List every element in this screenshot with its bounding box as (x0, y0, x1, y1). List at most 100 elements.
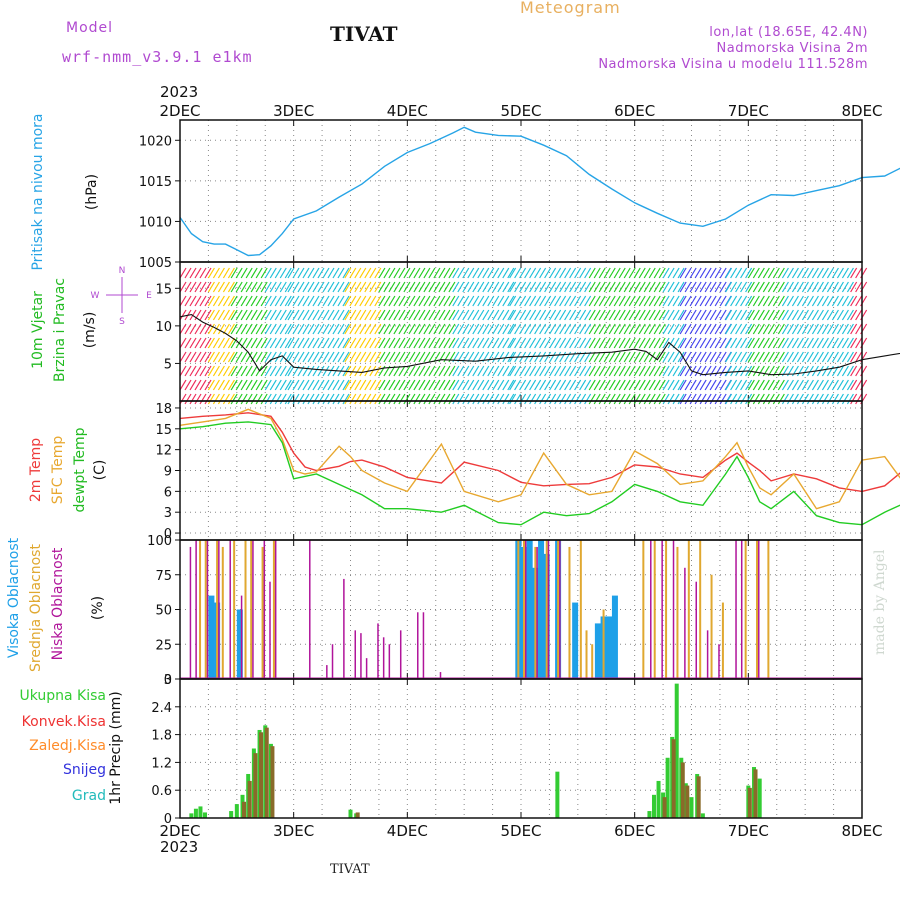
wind-barb (472, 351, 480, 363)
wind-barb (643, 393, 651, 405)
wind-barb (684, 365, 692, 377)
wind-barb (613, 351, 621, 363)
wind-barb (388, 295, 396, 307)
wind-barb (638, 337, 646, 349)
wind-barb (811, 379, 819, 391)
convective-rain-bar (355, 812, 360, 818)
wind-barb (207, 337, 215, 349)
wind-barb (786, 337, 794, 349)
wind-barb (378, 309, 386, 321)
wind-barb (297, 393, 305, 405)
wind-barb (507, 379, 515, 391)
wind-barb (574, 337, 582, 349)
wind-barb (816, 379, 824, 391)
wind-barb (603, 267, 611, 279)
wind-barb (539, 309, 547, 321)
wind-barb (312, 337, 320, 349)
wind-barb (618, 309, 626, 321)
wind-barb (836, 323, 844, 335)
wind-barb (383, 281, 391, 293)
wind-barb (269, 267, 277, 279)
wind-barb (443, 393, 451, 405)
wind-barb (388, 267, 396, 279)
low-cloud-bar (650, 540, 652, 679)
wind-barb (662, 351, 670, 363)
wind-barb (274, 393, 282, 405)
wind-barb (199, 393, 207, 405)
wind-barb (227, 323, 235, 335)
wind-barb (274, 323, 282, 335)
wind-barb (260, 337, 268, 349)
wind-barb (786, 393, 794, 405)
mid-cloud-bar (721, 602, 724, 679)
wind-barb (821, 281, 829, 293)
convective-rain-bar (270, 746, 275, 818)
wind-barb (684, 281, 692, 293)
convective-rain-bar (685, 785, 690, 818)
y-tick-label: 3 (164, 506, 172, 521)
wind-barb (643, 379, 651, 391)
wind-barb (579, 365, 587, 377)
wind-barb (467, 267, 475, 279)
wind-barb (544, 365, 552, 377)
low-cloud-bar (189, 546, 192, 679)
wind-barb (689, 351, 697, 363)
wind-barb (574, 295, 582, 307)
wind-barb (403, 351, 411, 363)
wind-barb (260, 309, 268, 321)
wind-barb (269, 351, 277, 363)
total-rain-bar (674, 683, 679, 818)
wind-barb (524, 379, 532, 391)
wind-barb (312, 351, 320, 363)
wind-barb (549, 295, 557, 307)
wind-barb (855, 323, 863, 335)
wind-barb (745, 267, 753, 279)
wind-barb (207, 379, 215, 391)
wind-barb (714, 267, 722, 279)
wind-barb (302, 393, 310, 405)
t2m-line (179, 412, 900, 493)
wind-barb (312, 309, 320, 321)
wind-barb (855, 379, 863, 391)
low-cloud-bar (365, 658, 368, 679)
mid-cloud-bar (579, 540, 582, 679)
wind-barb (638, 295, 646, 307)
wind-barb (694, 337, 702, 349)
wind-barb (662, 267, 670, 279)
wind-barb (806, 267, 814, 279)
wind-barb (302, 281, 310, 293)
wind-barb (841, 365, 849, 377)
wind-barb (297, 281, 305, 293)
wind-barb (292, 393, 300, 405)
wind-barb (292, 281, 300, 293)
x-tick-label-top: 7DEC (728, 102, 769, 120)
wind-barb (438, 323, 446, 335)
wind-barb (269, 393, 277, 405)
wind-barb (648, 379, 656, 391)
wind-barb (354, 267, 362, 279)
wind-barb (684, 379, 692, 391)
wind-barb (745, 351, 753, 363)
wind-barb (569, 337, 577, 349)
wind-barb (349, 309, 357, 321)
wind-barb (684, 309, 692, 321)
wind-barb (462, 365, 470, 377)
wind-barb (448, 393, 456, 405)
temp-axis-unit: (C) (92, 460, 108, 481)
wind-barb (584, 323, 592, 335)
wind-barb (408, 295, 416, 307)
wind-barb (745, 295, 753, 307)
wind-barb (194, 323, 202, 335)
wind-barb (762, 309, 770, 321)
wind-barb (423, 323, 431, 335)
wind-barb (534, 295, 542, 307)
wind-barb (704, 393, 712, 405)
convective-rain-bar (259, 732, 264, 818)
wind-barb (831, 393, 839, 405)
wind-barb (344, 379, 352, 391)
wind-barb (559, 379, 567, 391)
wind-barb (264, 309, 272, 321)
wind-barb (841, 351, 849, 363)
wind-barb (388, 351, 396, 363)
wind-barb (423, 267, 431, 279)
